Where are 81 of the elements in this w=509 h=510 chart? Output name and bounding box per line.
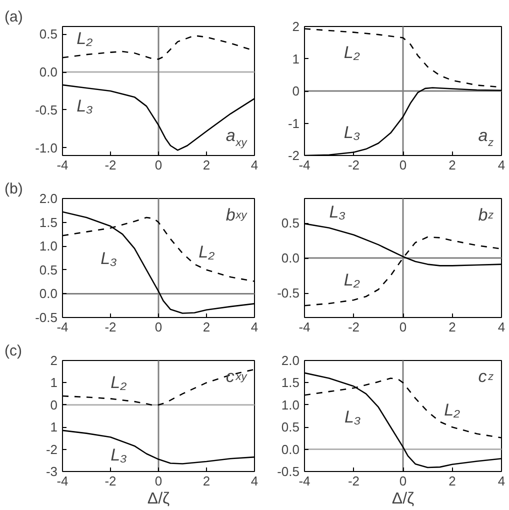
y-tick-label: 1.0 (281, 397, 300, 412)
y-tick-label: 2.0 (281, 353, 300, 368)
y-tick-label: -0.5 (35, 102, 58, 118)
y-tick-label: 1.5 (281, 375, 300, 390)
series-label: L₂ (344, 270, 360, 290)
y-tick-label: -0.5 (277, 286, 300, 300)
x-tick-label: 4 (498, 158, 506, 172)
x-tick-label: 0 (154, 320, 162, 334)
x-tick-label: 2 (448, 158, 456, 172)
y-tick-label: 0.5 (281, 420, 300, 435)
x-tick-label: -4 (298, 158, 310, 172)
x-tick-label: 0 (399, 474, 407, 488)
y-tick-label: -1 (288, 116, 300, 131)
x-tick-label: -2 (104, 158, 116, 172)
x-tick-label: 2 (202, 158, 210, 172)
y-tick-label: 0.0 (39, 286, 58, 302)
y-tick-label: 0.0 (281, 250, 300, 266)
series-label: L₂ (198, 242, 216, 262)
x-tick-label: -4 (56, 158, 68, 172)
x-tick-label: -4 (56, 320, 68, 334)
x-tick-label: 4 (250, 474, 258, 488)
series-label: L₃ (344, 408, 361, 427)
x-tick-label: 0 (154, 158, 162, 172)
x-tick-label: 4 (250, 320, 258, 334)
x-tick-label: 2 (202, 474, 210, 488)
chart-title: (a) (4, 8, 23, 26)
series-label: L₃ (344, 122, 360, 142)
y-tick-label: 0.5 (281, 216, 300, 230)
series-label: L₂ (110, 373, 128, 392)
series-label: L₂ (344, 42, 360, 62)
x-tick-label: 4 (498, 474, 506, 488)
chart-subtitle: bz (478, 206, 494, 225)
x-axis-title: Δ/ζ (147, 490, 170, 508)
x-axis-title: Δ/ζ (392, 490, 414, 508)
x-tick-label: 2 (448, 320, 456, 334)
chart-title: (c) (4, 342, 22, 360)
x-tick-label: -4 (56, 474, 68, 488)
y-tick-label: 0.0 (39, 64, 58, 80)
chart-subtitle: cxy (226, 367, 248, 386)
y-tick-label: -2 (46, 442, 58, 457)
x-tick-label: 0 (154, 474, 162, 488)
x-tick-label: 2 (202, 320, 210, 334)
y-tick-label: -0.5 (35, 310, 58, 325)
y-tick-label: 0 (292, 84, 300, 98)
y-tick-label: -1.0 (35, 140, 58, 156)
x-tick-label: -2 (348, 320, 360, 334)
y-tick-label: 0.5 (39, 26, 58, 42)
x-tick-label: -4 (298, 474, 310, 488)
y-tick-label: 0.5 (39, 262, 58, 278)
x-tick-label: 4 (250, 158, 258, 172)
y-tick-label: 1 (50, 420, 58, 435)
y-tick-label: 0 (50, 397, 58, 412)
y-tick-label: -2 (288, 148, 300, 163)
y-tick-label: 1 (292, 51, 300, 66)
series-label: L₃ (110, 446, 128, 465)
series-label: L₃ (100, 248, 118, 268)
x-tick-label: 0 (399, 320, 407, 334)
series-label: L₂ (444, 400, 461, 420)
x-tick-label: 2 (448, 474, 456, 488)
series-label: L₃ (76, 96, 94, 116)
y-tick-label: 1.0 (39, 238, 58, 254)
x-tick-label: -2 (348, 474, 360, 488)
series-label: L₂ (76, 29, 94, 48)
x-tick-label: -2 (104, 474, 116, 488)
y-tick-label: 0.0 (281, 442, 300, 457)
x-tick-label: -2 (348, 158, 360, 172)
chart-subtitle: bxy (226, 206, 248, 225)
x-tick-label: 0 (399, 158, 407, 172)
y-tick-label: -0.5 (277, 464, 300, 479)
y-tick-label: -3 (46, 464, 58, 479)
x-tick-label: -2 (104, 320, 116, 334)
y-tick-label: 2 (50, 353, 58, 368)
series-label: L₃ (329, 202, 346, 222)
x-tick-label: -4 (298, 320, 310, 334)
chart-title: (b) (4, 180, 23, 198)
x-tick-label: 4 (498, 320, 506, 334)
y-tick-label: 1 (50, 375, 58, 390)
y-tick-label: 2.0 (39, 191, 58, 206)
y-tick-label: 2 (292, 19, 300, 34)
chart-subtitle: cz (478, 367, 494, 386)
y-tick-label: 1.5 (39, 214, 58, 230)
